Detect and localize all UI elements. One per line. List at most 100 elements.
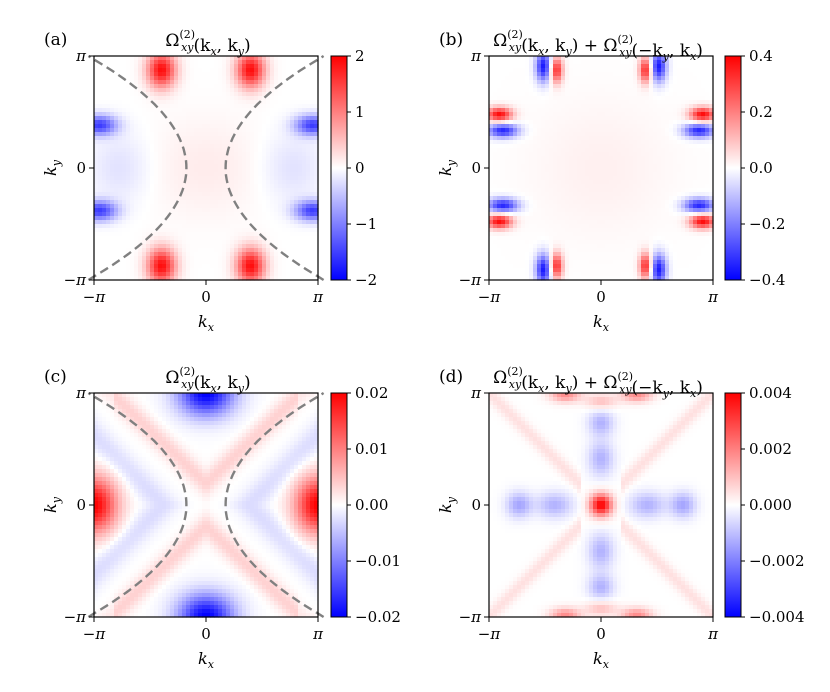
heatmap-cell [537,168,542,173]
heatmap-cell [605,164,610,169]
heatmap-cell [294,180,299,185]
heatmap-cell [146,180,151,185]
heatmap-cell [677,128,682,133]
heatmap-cell [106,176,111,181]
heatmap-cell [198,184,203,189]
heatmap-cell [274,212,279,217]
heatmap-cell [286,128,291,133]
heatmap-cell [565,96,570,101]
heatmap-cell [589,72,594,77]
heatmap-cell [210,272,215,277]
heatmap-cell [645,72,650,77]
heatmap-cell [489,176,494,181]
heatmap-cell [577,164,582,169]
heatmap-cell [589,60,594,65]
heatmap-cell [681,72,686,77]
heatmap-cell [681,64,686,69]
heatmap-cell [238,60,243,65]
heatmap-cell [529,108,534,113]
heatmap-cell [653,144,658,149]
heatmap-cell [501,100,506,105]
heatmap-cell [493,124,498,129]
heatmap-cell [513,164,518,169]
heatmap-cell [174,264,179,269]
heatmap-cell [114,248,119,253]
heatmap-cell [701,84,706,89]
heatmap-cell [218,196,223,201]
heatmap-cell [226,104,231,109]
heatmap-cell [537,64,542,69]
heatmap-cell [94,204,99,209]
heatmap-cell [549,176,554,181]
heatmap-cell [234,92,239,97]
heatmap-cell [545,124,550,129]
heatmap-cell [509,104,514,109]
heatmap-cell [537,128,542,133]
heatmap-cell [110,136,115,141]
heatmap-cell [178,64,183,69]
heatmap-cell [633,108,638,113]
heatmap-cell [238,228,243,233]
heatmap-cell [130,276,135,281]
heatmap-cell [134,232,139,237]
heatmap-cell [98,88,103,93]
heatmap-cell [118,64,123,69]
heatmap-cell [705,176,710,181]
heatmap-cell [705,128,710,133]
heatmap-cell [290,96,295,101]
heatmap-cell [302,104,307,109]
heatmap-cell [126,180,131,185]
heatmap-cell [705,152,710,157]
heatmap-cell [254,84,259,89]
heatmap-cell [537,184,542,189]
heatmap-cell [497,112,502,117]
heatmap-cell [166,200,171,205]
heatmap-cell [609,128,614,133]
heatmap-cell [613,84,618,89]
heatmap-cell [186,276,191,281]
heatmap-cell [226,68,231,73]
heatmap-cell [246,156,251,161]
heatmap-cell [174,216,179,221]
heatmap-cell [581,64,586,69]
heatmap-cell [182,92,187,97]
heatmap-cell [298,204,303,209]
heatmap-cell [238,188,243,193]
heatmap-cell [190,176,195,181]
heatmap-cell [182,188,187,193]
heatmap-cell [605,92,610,97]
heatmap-cell [697,76,702,81]
heatmap-cell [266,76,271,81]
heatmap-cell [625,180,630,185]
heatmap-cell [162,56,167,61]
heatmap-cell [142,164,147,169]
heatmap-cell [705,108,710,113]
heatmap-cell [174,248,179,253]
heatmap-cell [166,68,171,73]
heatmap-cell [94,140,99,145]
heatmap-cell [206,76,211,81]
heatmap-cell [310,208,315,213]
heatmap-cell [693,96,698,101]
heatmap-cell [669,60,674,65]
heatmap-cell [693,160,698,165]
heatmap-cell [677,80,682,85]
heatmap-cell [593,176,598,181]
heatmap-cell [629,156,634,161]
heatmap-cell [274,160,279,165]
heatmap-cell [178,72,183,77]
heatmap-cell [585,80,590,85]
heatmap-cell [262,192,267,197]
heatmap-cell [106,76,111,81]
heatmap-cell [110,152,115,157]
heatmap-cell [505,60,510,65]
heatmap-cell [278,156,283,161]
heatmap-cell [206,240,211,245]
heatmap-cell [194,252,199,257]
heatmap-cell [697,100,702,105]
heatmap-cell [114,208,119,213]
heatmap-cell [493,144,498,149]
heatmap-cell [254,116,259,121]
heatmap-cell [118,116,123,121]
heatmap-cell [697,96,702,101]
